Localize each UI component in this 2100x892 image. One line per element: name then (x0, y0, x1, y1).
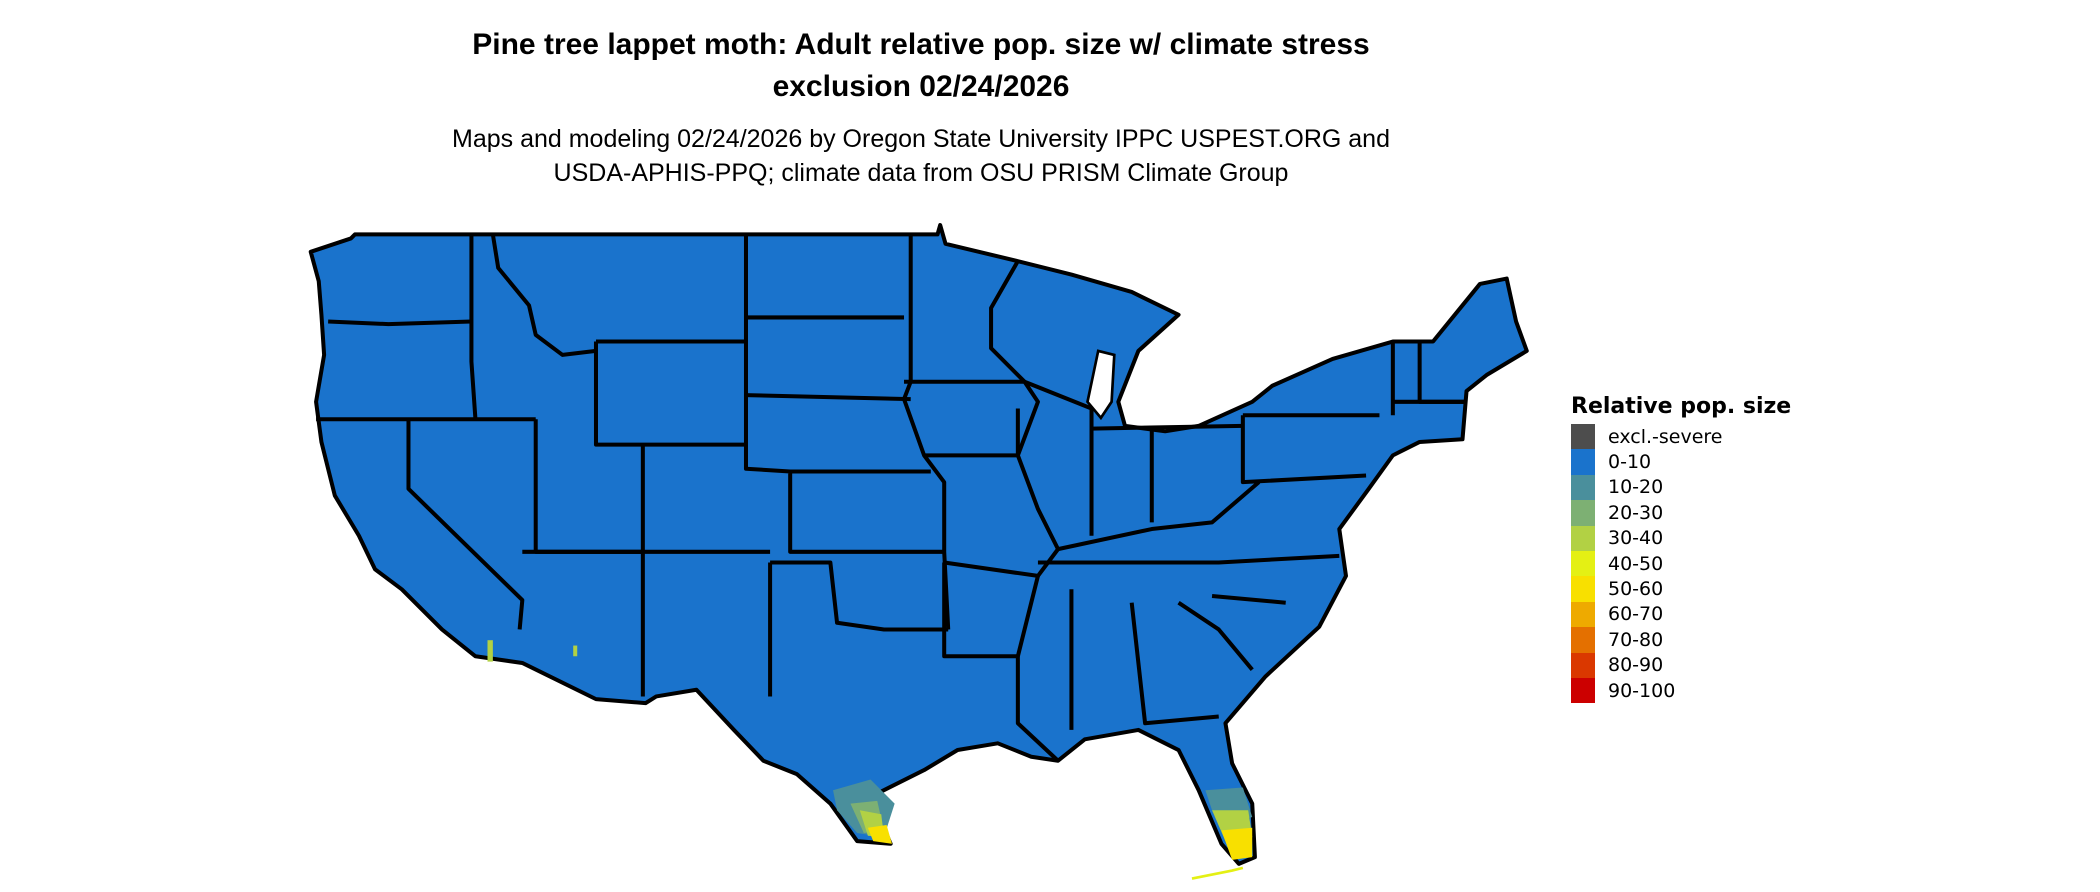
legend-swatch (1571, 525, 1595, 551)
map-title: Pine tree lappet moth: Adult relative po… (0, 24, 1842, 108)
legend-label: 50-60 (1608, 578, 1664, 601)
lake-michigan (1086, 349, 1116, 421)
subtitle-line-1: Maps and modeling 02/24/2026 by Oregon S… (452, 125, 1390, 153)
legend-item: 30-40 (1571, 525, 1791, 551)
florida-zone-50-60 (1221, 827, 1253, 860)
legend-label: 40-50 (1608, 552, 1664, 575)
legend-label: 20-30 (1608, 501, 1664, 524)
legend-label: 30-40 (1608, 527, 1664, 550)
legend-label: 10-20 (1608, 476, 1664, 499)
legend-item: 50-60 (1571, 576, 1791, 602)
map-subtitle: Maps and modeling 02/24/2026 by Oregon S… (0, 122, 1842, 190)
florida-keys (1191, 866, 1244, 880)
legend-swatch (1571, 550, 1595, 577)
legend: Relative pop. size excl.-severe 0-10 10-20… (1571, 390, 1792, 704)
state-borders (316, 234, 1467, 763)
california-desert-spot (487, 640, 493, 662)
legend-item: excl.-severe (1571, 424, 1791, 450)
legend-label: 60-70 (1608, 603, 1664, 626)
legend-swatch (1571, 576, 1595, 602)
legend-item: 0-10 (1571, 449, 1791, 475)
legend-item: 80-90 (1571, 652, 1791, 678)
legend-swatch (1571, 677, 1595, 704)
legend-label: 80-90 (1608, 654, 1664, 677)
legend-swatch (1571, 627, 1595, 653)
legend-title: Relative pop. size (1571, 394, 1792, 419)
legend-swatch (1571, 474, 1595, 501)
subtitle-line-2: USDA-APHIS-PPQ; climate data from OSU PR… (553, 159, 1289, 187)
legend-swatch (1571, 601, 1595, 628)
legend-label: 90-100 (1608, 679, 1676, 702)
legend-swatch (1571, 424, 1595, 450)
legend-swatch (1571, 652, 1595, 678)
legend-items: excl.-severe 0-10 10-20 20-30 30-40 40-50 50-6… (1571, 424, 1791, 704)
legend-item: 40-50 (1571, 550, 1791, 577)
arizona-spot (573, 645, 578, 657)
legend-label: 0-10 (1608, 451, 1652, 474)
legend-item: 10-20 (1571, 474, 1791, 501)
title-line-1: Pine tree lappet moth: Adult relative po… (472, 28, 1370, 61)
legend-swatch (1571, 500, 1595, 526)
legend-item: 70-80 (1571, 627, 1791, 653)
legend-item: 60-70 (1571, 601, 1791, 628)
us-outline (308, 223, 1529, 866)
title-line-2: exclusion 02/24/2026 (772, 70, 1070, 103)
legend-item: 20-30 (1571, 500, 1791, 526)
higher-population-areas (487, 640, 1253, 880)
legend-label: 70-80 (1608, 628, 1664, 651)
legend-swatch (1571, 449, 1595, 475)
texas-zone-50-60 (867, 825, 892, 844)
legend-item: 90-100 (1571, 677, 1791, 704)
legend-label: excl.-severe (1608, 425, 1723, 448)
